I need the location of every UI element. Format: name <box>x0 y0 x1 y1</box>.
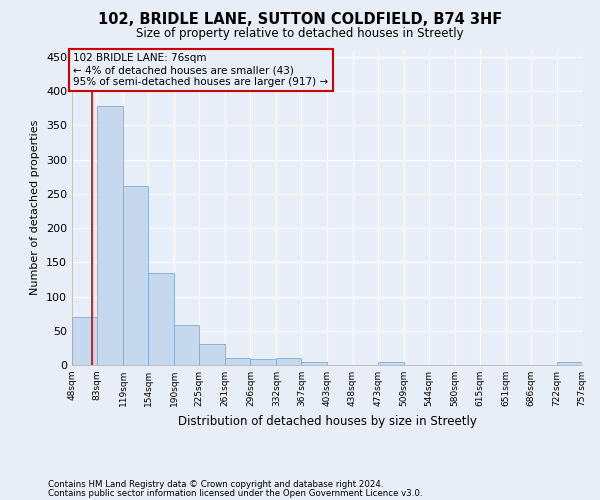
Y-axis label: Number of detached properties: Number of detached properties <box>31 120 40 295</box>
Text: Size of property relative to detached houses in Streetly: Size of property relative to detached ho… <box>136 28 464 40</box>
Bar <box>72 317 97 365</box>
Bar <box>199 344 225 365</box>
Bar <box>225 358 250 365</box>
Bar <box>123 186 148 365</box>
Text: 102, BRIDLE LANE, SUTTON COLDFIELD, B74 3HF: 102, BRIDLE LANE, SUTTON COLDFIELD, B74 … <box>98 12 502 28</box>
Text: Contains HM Land Registry data © Crown copyright and database right 2024.: Contains HM Land Registry data © Crown c… <box>48 480 383 489</box>
Text: Contains public sector information licensed under the Open Government Licence v3: Contains public sector information licen… <box>48 488 422 498</box>
Bar <box>174 324 199 365</box>
Bar <box>97 106 123 365</box>
Bar <box>148 272 174 365</box>
Bar <box>276 358 301 365</box>
Bar <box>301 362 328 365</box>
Bar <box>250 359 276 365</box>
Bar <box>378 362 404 365</box>
Text: 102 BRIDLE LANE: 76sqm
← 4% of detached houses are smaller (43)
95% of semi-deta: 102 BRIDLE LANE: 76sqm ← 4% of detached … <box>73 54 329 86</box>
X-axis label: Distribution of detached houses by size in Streetly: Distribution of detached houses by size … <box>178 414 476 428</box>
Bar <box>557 362 582 365</box>
